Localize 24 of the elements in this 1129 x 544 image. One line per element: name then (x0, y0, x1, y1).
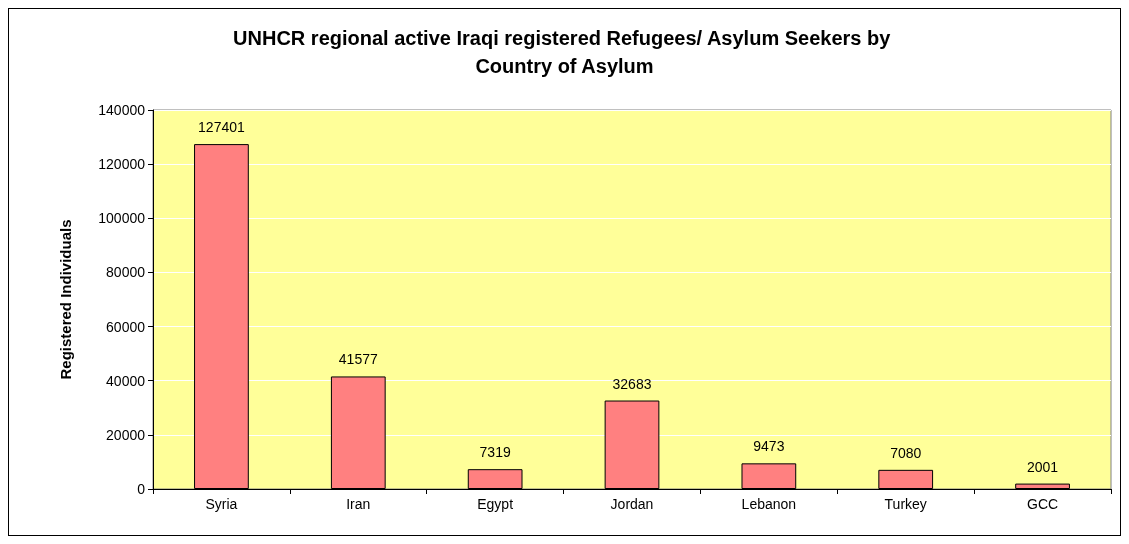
data-label: 9473 (753, 438, 785, 455)
data-label: 41577 (338, 351, 378, 368)
x-tick-label: Iran (346, 496, 371, 512)
x-tick-label: Syria (205, 496, 238, 512)
y-tick-label: 120000 (98, 156, 146, 173)
y-tick-label: 100000 (98, 210, 146, 227)
data-label: 7080 (890, 444, 922, 461)
y-tick-label: 0 (137, 481, 146, 497)
y-tick-label: 140000 (98, 102, 146, 118)
chart-title: UNHCR regional active Iraqi registered Refugees/ Asylum Seekers by Country of Asylum (233, 27, 896, 77)
x-tick-label: GCC (1027, 496, 1059, 512)
y-tick-label: 80000 (106, 264, 146, 281)
x-tick-label: Egypt (477, 496, 514, 512)
data-label: 7319 (479, 444, 511, 461)
y-axis-title: Registered Individuals (57, 219, 74, 380)
x-tick-label: Lebanon (741, 496, 797, 512)
data-label: 32683 (612, 375, 652, 392)
y-tick-label: 40000 (106, 372, 146, 389)
x-tick-label: Turkey (884, 496, 927, 512)
data-label: 127401 (198, 119, 245, 136)
x-tick-label: Jordan (610, 496, 654, 512)
y-tick-label: 60000 (106, 318, 146, 335)
y-tick-label: 20000 (106, 426, 146, 443)
data-label: 2001 (1026, 458, 1059, 475)
